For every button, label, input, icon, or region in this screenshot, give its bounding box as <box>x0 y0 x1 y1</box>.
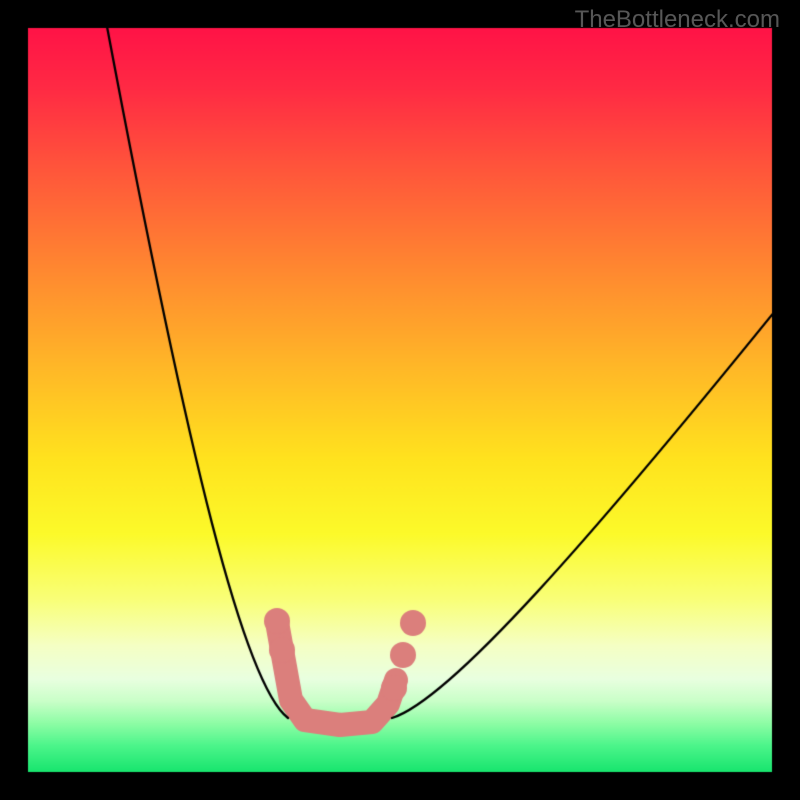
bottleneck-curve-chart <box>0 0 800 800</box>
watermark-text: TheBottleneck.com <box>575 6 780 34</box>
chart-stage: TheBottleneck.com <box>0 0 800 800</box>
